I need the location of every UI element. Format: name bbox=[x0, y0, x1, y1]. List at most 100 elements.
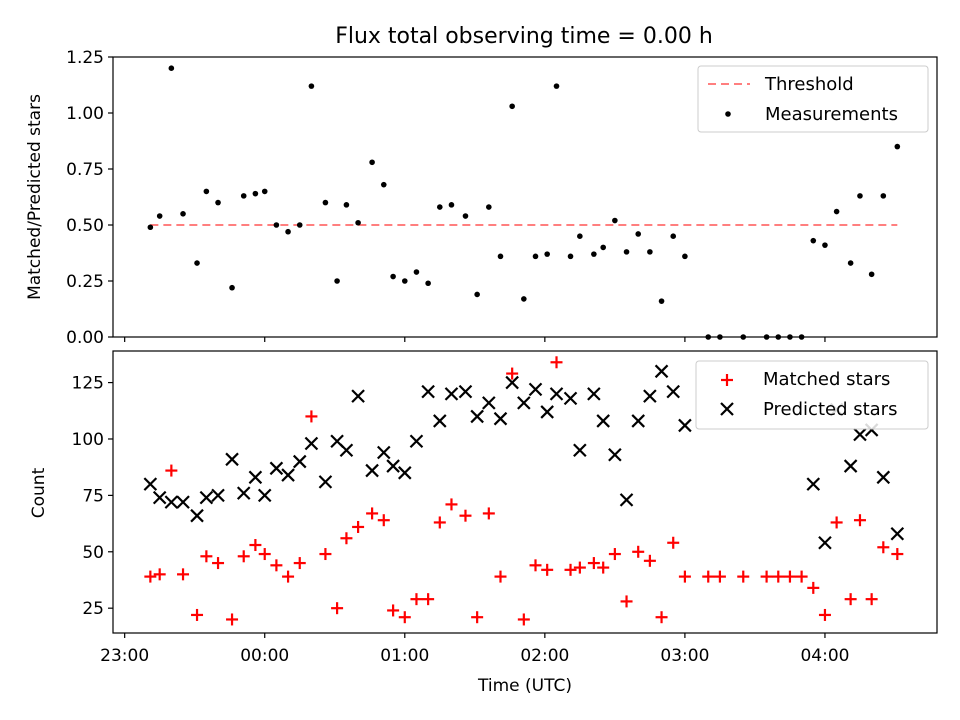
predicted-stars-point bbox=[806, 477, 821, 491]
measurement-point bbox=[380, 181, 387, 188]
matched-stars-point bbox=[620, 595, 633, 608]
predicted-legend-marker bbox=[720, 402, 734, 416]
matched-stars-point bbox=[587, 557, 600, 570]
measurement-point bbox=[180, 211, 186, 217]
predicted-stars-point bbox=[376, 445, 391, 460]
measurement-point bbox=[240, 193, 247, 199]
bottom-x-tick-label: 01:00 bbox=[380, 646, 429, 666]
predicted-stars-point bbox=[654, 364, 669, 379]
measurement-point bbox=[894, 143, 901, 150]
measurement-point bbox=[322, 199, 329, 206]
measurement-point bbox=[880, 193, 887, 199]
matched-stars-point bbox=[319, 548, 332, 561]
measurement-point bbox=[682, 253, 688, 260]
measurement-point bbox=[229, 284, 235, 291]
measurement-point bbox=[810, 237, 817, 244]
measurement-point bbox=[462, 213, 469, 219]
predicted-stars-point bbox=[549, 387, 564, 401]
matched-stars-point bbox=[655, 611, 668, 624]
measurement-point bbox=[544, 251, 550, 257]
predicted-stars-point bbox=[152, 490, 167, 505]
measurement-point bbox=[355, 219, 361, 226]
measurement-point bbox=[308, 83, 315, 89]
matched-stars-point bbox=[237, 550, 250, 563]
predicted-stars-point bbox=[444, 387, 459, 401]
bottom-legend-box bbox=[695, 360, 929, 430]
measurement-point bbox=[252, 190, 259, 197]
matched-stars-point bbox=[270, 559, 283, 572]
top-y-tick-label: 1.00 bbox=[66, 104, 104, 124]
matched-stars-point bbox=[550, 356, 563, 369]
measurement-point bbox=[194, 260, 200, 266]
predicted-stars-point bbox=[631, 414, 645, 428]
measurement-point bbox=[857, 193, 863, 199]
bottom-y-tick-label: 25 bbox=[82, 599, 104, 619]
predicted-stars-point bbox=[164, 495, 179, 509]
predicted-stars-point bbox=[563, 391, 578, 406]
matched-stars-point bbox=[366, 507, 379, 520]
matched-legend-marker bbox=[721, 374, 733, 386]
top-y-ticks: 0.00 0.25 0.50 0.75 1.00 1.25 bbox=[66, 48, 113, 348]
measurement-point bbox=[577, 233, 583, 239]
predicted-stars-point bbox=[666, 384, 681, 399]
bottom-x-tick-label: 02:00 bbox=[520, 646, 569, 666]
matched-stars-point bbox=[249, 539, 262, 552]
matched-stars-point bbox=[877, 541, 890, 554]
predicted-stars-point bbox=[876, 470, 891, 485]
predicted-stars-point bbox=[517, 396, 531, 410]
matched-legend-label: Matched stars bbox=[763, 369, 890, 390]
matched-stars-point bbox=[564, 563, 577, 576]
matched-stars-point bbox=[144, 570, 157, 583]
bottom-x-tick-label: 00:00 bbox=[240, 646, 289, 666]
predicted-stars-point bbox=[398, 466, 412, 480]
matched-stars-point bbox=[398, 611, 411, 624]
matched-stars-point bbox=[293, 557, 306, 570]
predicted-stars-point bbox=[236, 486, 251, 500]
predicted-stars-point bbox=[619, 493, 634, 507]
predicted-stars-point bbox=[269, 461, 284, 476]
predicted-legend-label: Predicted stars bbox=[763, 399, 897, 420]
matched-stars-point bbox=[433, 516, 446, 529]
top-y-tick-label: 0.25 bbox=[66, 272, 104, 292]
measurement-point bbox=[486, 204, 492, 210]
bottom-plot-frame bbox=[112, 350, 938, 634]
bottom-x-axis-label: Time (UTC) bbox=[477, 676, 572, 696]
predicted-stars-point bbox=[433, 414, 447, 428]
matched-stars-point bbox=[737, 570, 750, 583]
measurement-point bbox=[833, 208, 840, 215]
matched-stars-point bbox=[177, 568, 190, 581]
bottom-legend: Matched stars Predicted stars bbox=[695, 360, 929, 430]
predicted-stars-point bbox=[482, 396, 496, 410]
predicted-stars-point bbox=[540, 405, 554, 419]
measurement-point bbox=[553, 83, 560, 89]
matched-stars-point bbox=[352, 520, 365, 533]
measurement-point bbox=[658, 298, 665, 304]
matched-stars-point bbox=[865, 593, 878, 606]
predicted-stars-point bbox=[211, 488, 225, 503]
predicted-stars-point bbox=[818, 535, 832, 550]
predicted-stars-point bbox=[257, 488, 272, 503]
matched-stars-point bbox=[667, 536, 680, 549]
matched-stars-point bbox=[597, 561, 610, 574]
bottom-panel: Count 25 50 75 100 125 23:00 00:00 01:00 02:00 0… bbox=[29, 350, 938, 696]
matched-stars-point bbox=[529, 559, 542, 572]
matched-stars-point bbox=[844, 593, 857, 606]
bottom-x-tick-label: 03:00 bbox=[660, 646, 709, 666]
measurements-legend-marker bbox=[725, 111, 731, 117]
bottom-x-tick-label: 04:00 bbox=[800, 646, 849, 666]
measurement-point bbox=[623, 249, 630, 255]
predicted-stars-point bbox=[470, 409, 484, 424]
matched-stars-point bbox=[818, 608, 831, 621]
predicted-stars-point bbox=[587, 387, 601, 401]
measurement-point bbox=[334, 278, 340, 284]
measurement-point bbox=[635, 231, 642, 237]
matched-stars-point bbox=[643, 554, 656, 567]
matched-stars-point bbox=[258, 548, 271, 561]
predicted-stars-point bbox=[143, 477, 158, 491]
predicted-stars-point bbox=[596, 414, 610, 428]
predicted-stars-point bbox=[199, 490, 214, 505]
measurement-point bbox=[390, 273, 396, 280]
predicted-stars-point bbox=[843, 459, 858, 473]
top-y-tick-label: 0.00 bbox=[66, 328, 104, 348]
